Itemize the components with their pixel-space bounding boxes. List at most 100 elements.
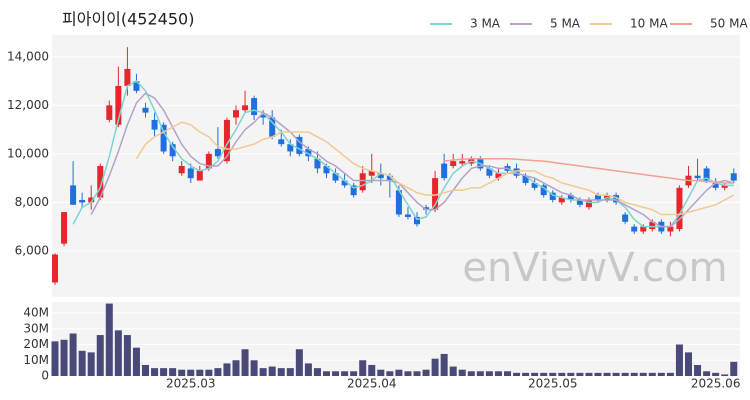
- volume-bar: [431, 358, 439, 376]
- volume-bar: [268, 366, 276, 376]
- candle-body: [242, 105, 249, 111]
- candle-body: [79, 199, 86, 203]
- candle-body: [531, 182, 538, 188]
- volume-bar: [603, 372, 611, 376]
- candle-body: [314, 158, 321, 169]
- candle-body: [676, 187, 683, 230]
- candle-body: [61, 212, 68, 244]
- volume-bar: [621, 372, 629, 376]
- volume-bar: [295, 349, 303, 376]
- volume-bar: [657, 372, 665, 376]
- volume-bar: [458, 369, 466, 376]
- volume-bar: [449, 366, 457, 376]
- candle-body: [703, 168, 710, 181]
- volume-bar: [232, 360, 240, 376]
- volume-bar: [105, 303, 113, 376]
- candle-body: [423, 207, 430, 210]
- volume-bar: [142, 364, 149, 376]
- candle-body: [305, 149, 312, 157]
- volume-bar: [341, 371, 349, 376]
- volume-bar: [558, 372, 566, 376]
- candle-body: [567, 195, 574, 200]
- candle-body: [205, 153, 212, 169]
- volume-tick-label: 30M: [23, 321, 49, 335]
- candle-body: [441, 163, 448, 179]
- volume-bar: [377, 369, 385, 376]
- candle-body: [70, 185, 77, 205]
- volume-bar: [467, 371, 475, 376]
- volume-bar: [522, 372, 530, 376]
- volume-bar: [494, 371, 502, 376]
- legend-label: 5 MA: [550, 17, 581, 31]
- volume-bar: [386, 371, 394, 376]
- candle-body: [323, 166, 330, 174]
- x-tick-label: 2025.04: [347, 377, 397, 391]
- candle-body: [278, 139, 285, 145]
- volume-bar: [576, 372, 584, 376]
- volume-bar: [721, 374, 729, 376]
- candle-body: [395, 190, 402, 215]
- candle-body: [124, 68, 131, 86]
- candle-body: [377, 173, 384, 179]
- volume-bar: [404, 371, 412, 376]
- candle-body: [513, 168, 520, 176]
- volume-bar: [395, 369, 403, 376]
- candle-body: [187, 168, 194, 179]
- candle-body: [694, 175, 701, 179]
- volume-bar: [332, 371, 340, 376]
- volume-tick-label: 40M: [23, 306, 49, 320]
- volume-bar: [567, 372, 575, 376]
- y-tick-label: 14,000: [7, 49, 49, 63]
- volume-bar: [87, 352, 95, 376]
- volume-bar: [359, 360, 367, 376]
- candle-body: [196, 170, 203, 181]
- legend-label: 50 MA: [710, 17, 748, 31]
- volume-bar: [549, 372, 557, 376]
- candle-body: [721, 185, 728, 188]
- volume-bar: [151, 368, 159, 376]
- volume-bar: [304, 363, 312, 376]
- candle-body: [223, 119, 230, 162]
- volume-bar: [114, 330, 122, 376]
- volume-bar: [277, 368, 285, 376]
- volume-bar: [504, 371, 511, 376]
- candle-body: [622, 214, 629, 222]
- candle-body: [558, 197, 565, 203]
- volume-bar: [675, 344, 683, 376]
- ma-line: [90, 92, 734, 228]
- volume-bar: [286, 368, 294, 376]
- candle-body: [97, 166, 104, 198]
- volume-bar: [241, 349, 249, 376]
- volume-tick-label: 0: [41, 369, 49, 383]
- volume-bar: [196, 369, 204, 376]
- legend-label: 10 MA: [630, 17, 668, 31]
- volume-bar: [160, 368, 168, 376]
- candle-body: [459, 161, 466, 164]
- volume-bar: [685, 352, 692, 376]
- volume-bar: [313, 368, 321, 376]
- candle-body: [404, 214, 411, 217]
- ma-line: [72, 80, 734, 228]
- volume-bar: [51, 341, 59, 376]
- volume-bar: [169, 368, 177, 376]
- candle-body: [540, 185, 547, 196]
- volume-bar: [123, 335, 131, 376]
- volume-bar: [440, 353, 448, 376]
- candle-body: [576, 199, 583, 205]
- candle-body: [386, 175, 393, 181]
- candle-body: [450, 161, 457, 166]
- volume-bar: [666, 372, 674, 376]
- candle-body: [667, 226, 674, 232]
- volume-bar: [639, 372, 647, 376]
- candle-body: [414, 216, 420, 225]
- candle-body: [106, 105, 113, 120]
- watermark: enViewV.com: [462, 245, 727, 291]
- volume-tick-label: 10M: [23, 353, 49, 367]
- candle-body: [269, 117, 276, 137]
- volume-bar: [259, 368, 267, 376]
- candle-body: [432, 178, 439, 210]
- candle-body: [585, 199, 592, 208]
- volume-bar: [730, 361, 738, 376]
- candle-body: [640, 226, 647, 232]
